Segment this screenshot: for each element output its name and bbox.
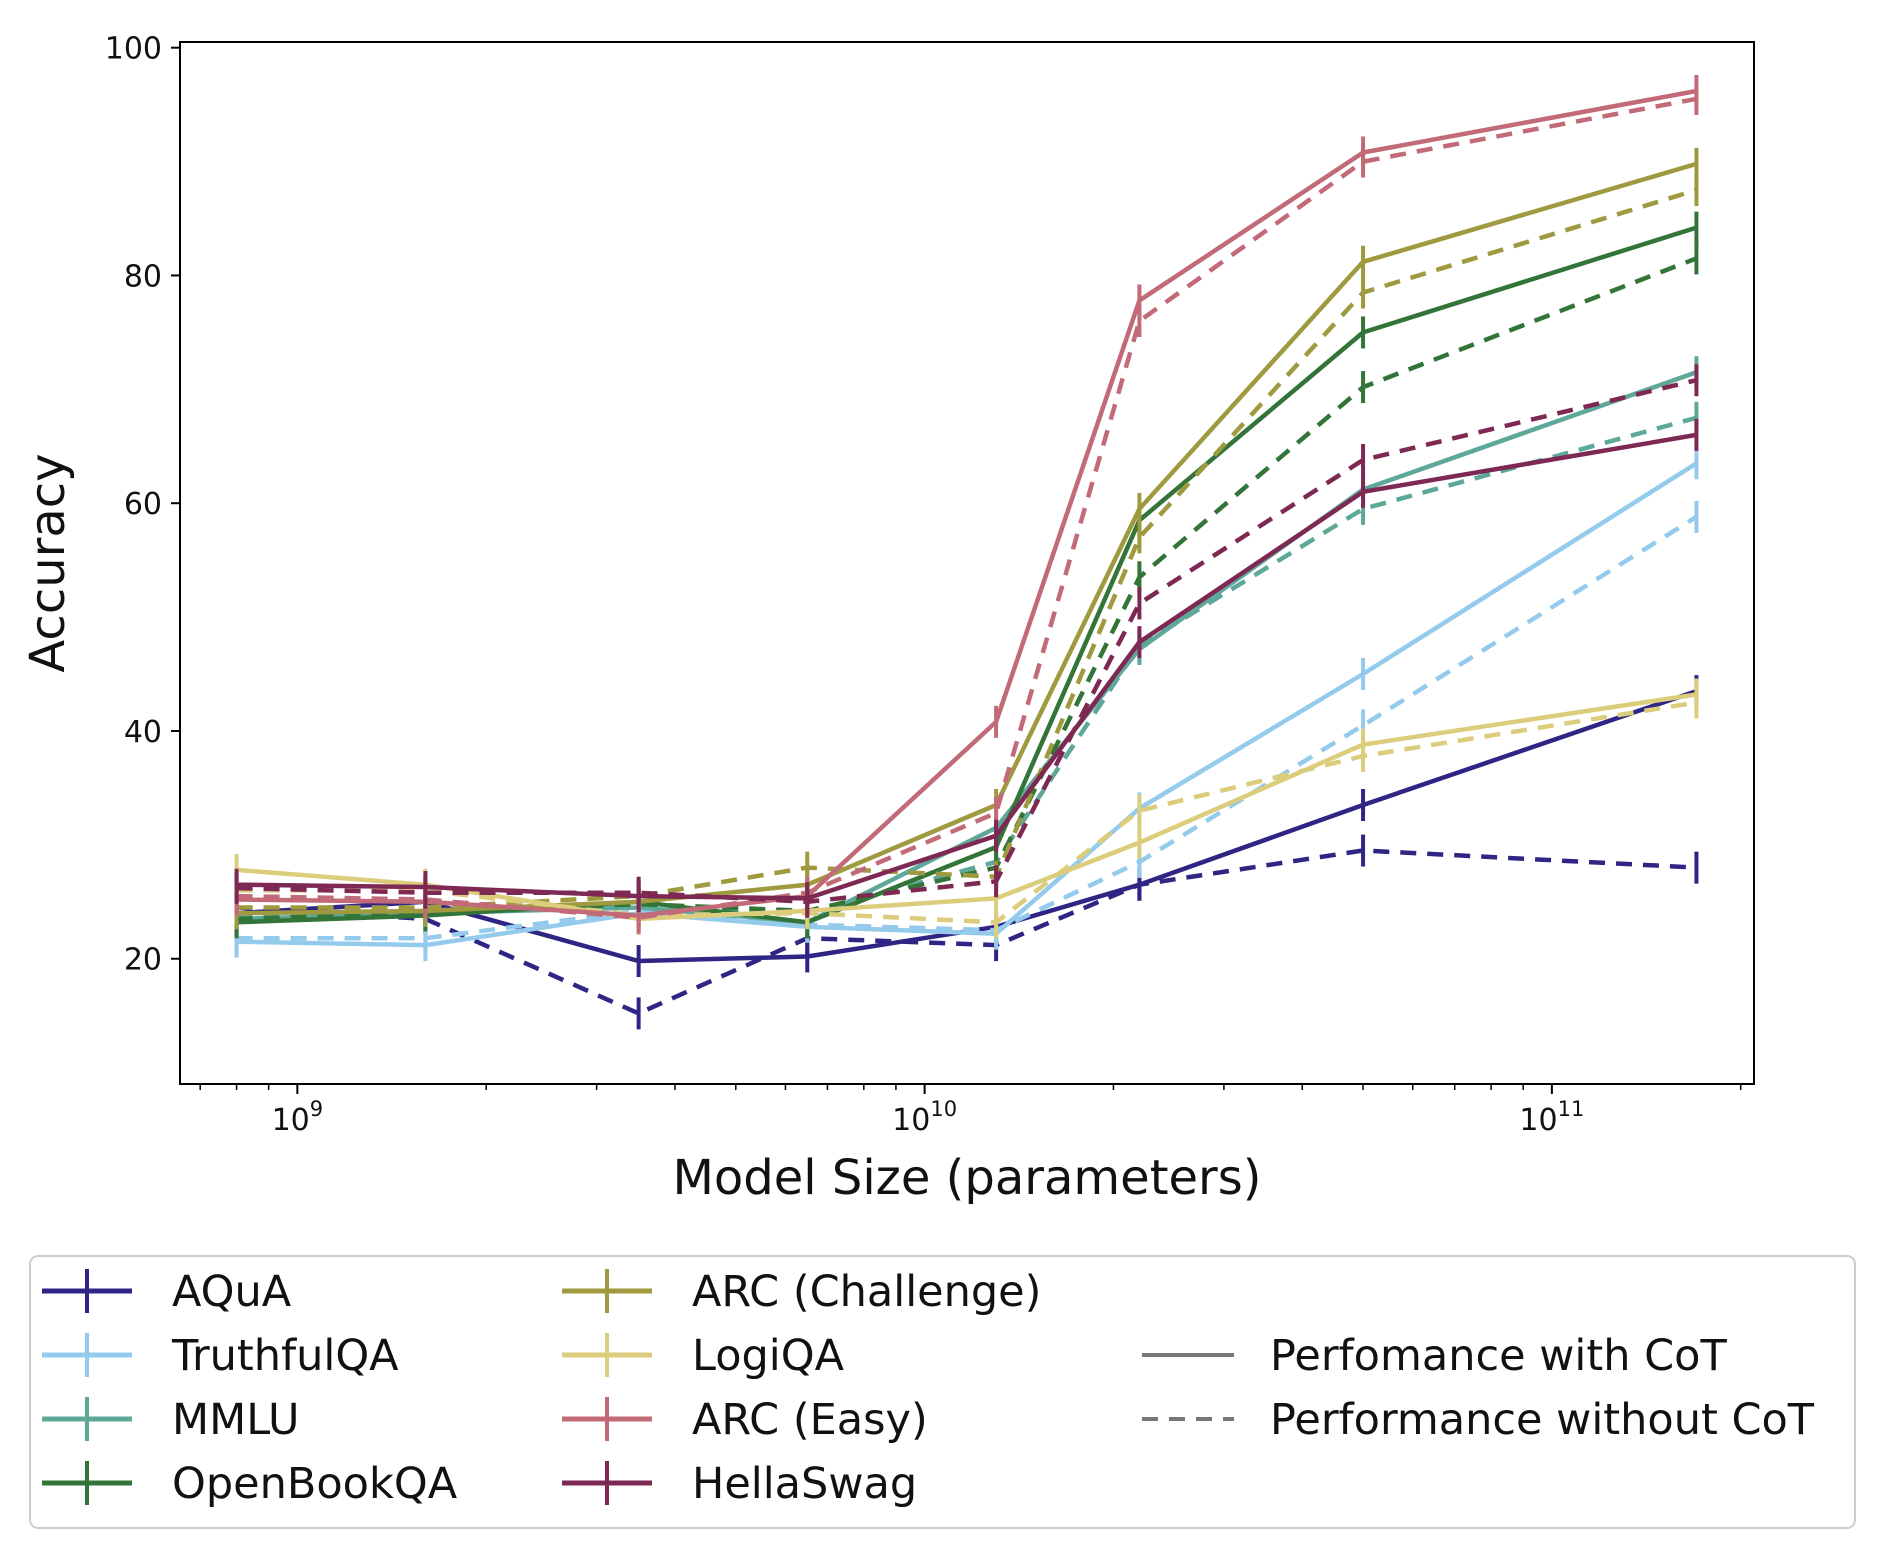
plot-frame: [179, 41, 1755, 1085]
legend-item: ARC (Easy): [562, 1395, 928, 1445]
x-axis-title: Model Size (parameters): [672, 1150, 1261, 1206]
legend-item: ARC (Challenge): [562, 1267, 1041, 1317]
legend-label: HellaSwag: [692, 1459, 917, 1509]
y-tick-label: 80: [124, 259, 162, 294]
legend-label: LogiQA: [692, 1331, 845, 1381]
y-tick-label: 20: [124, 943, 162, 978]
series-line-with-cot: [236, 432, 1697, 901]
legend-item: MMLU: [42, 1395, 300, 1445]
legend-label: TruthfulQA: [171, 1331, 399, 1381]
y-tick-label: 100: [105, 32, 162, 67]
x-tick-label: 1010: [892, 1097, 957, 1138]
legend-style-label: Performance without CoT: [1270, 1395, 1815, 1445]
legend-label: ARC (Challenge): [692, 1267, 1041, 1317]
legend-item: AQuA: [42, 1267, 292, 1317]
series-line-with-cot: [236, 225, 1698, 925]
series-line-with-cot: [236, 461, 1698, 948]
legend-frame: [29, 1255, 1856, 1529]
y-tick-label: 40: [124, 715, 162, 750]
legend: AQuA TruthfulQA MMLU OpenBookQA ARC (Challen…: [29, 1255, 1856, 1529]
legend-label: OpenBookQA: [172, 1459, 458, 1509]
x-tick-label: 1011: [1519, 1097, 1584, 1138]
axes-layer: 20 40 60 80 100 109 1010 1011: [105, 32, 1742, 1138]
series-layer: [234, 74, 1699, 1030]
y-axis-title: Accuracy: [20, 453, 76, 672]
legend-label: AQuA: [172, 1267, 292, 1317]
series-line-with-cot: [236, 161, 1698, 916]
series-line-with-cot: [236, 88, 1697, 918]
y-tick-label: 60: [124, 487, 162, 522]
series-line-without-cot: [236, 378, 1697, 905]
legend-label: MMLU: [172, 1395, 300, 1445]
legend-item: OpenBookQA: [42, 1459, 458, 1509]
legend-label: ARC (Easy): [692, 1395, 928, 1445]
legend-style-label: Perfomance with CoT: [1270, 1331, 1727, 1381]
legend-item: LogiQA: [562, 1331, 845, 1381]
legend-item: HellaSwag: [562, 1459, 917, 1509]
legend-style-item: Performance without CoT: [1142, 1395, 1815, 1445]
x-tick-label: 109: [272, 1097, 324, 1138]
series-hellaswag: [234, 364, 1699, 918]
legend-style-item: Perfomance with CoT: [1142, 1331, 1727, 1381]
legend-item: TruthfulQA: [42, 1331, 399, 1381]
series-line-without-cot: [236, 514, 1698, 941]
